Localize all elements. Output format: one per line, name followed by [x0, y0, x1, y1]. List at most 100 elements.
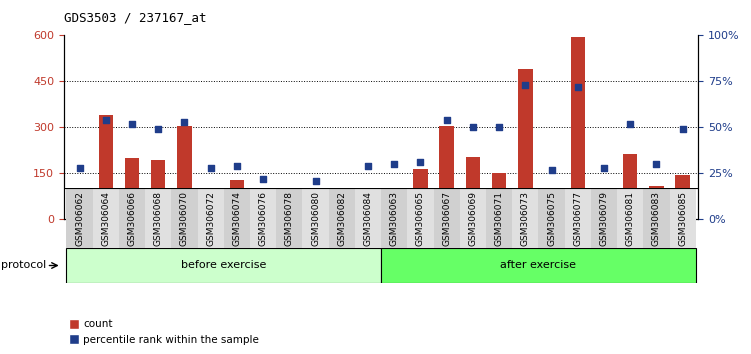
Point	[362, 163, 374, 169]
Bar	[407, 188, 433, 248]
Bar	[230, 179, 244, 219]
Point	[309, 178, 321, 184]
Text: after exercise: after exercise	[500, 261, 577, 270]
Bar	[617, 188, 644, 248]
Bar	[355, 188, 381, 248]
Bar	[309, 216, 323, 219]
Text: GSM306075: GSM306075	[547, 190, 556, 246]
Bar	[413, 169, 427, 219]
Text: GSM306070: GSM306070	[180, 190, 189, 246]
Text: GSM306071: GSM306071	[495, 190, 504, 246]
Text: GSM306068: GSM306068	[154, 190, 163, 246]
Text: GSM306084: GSM306084	[363, 190, 372, 246]
Text: GSM306065: GSM306065	[416, 190, 425, 246]
Bar	[538, 188, 565, 248]
Point	[231, 163, 243, 169]
Bar	[125, 158, 139, 219]
Point	[74, 165, 86, 171]
Point	[179, 119, 191, 125]
Bar	[66, 248, 381, 283]
Point	[126, 121, 138, 127]
Bar	[119, 188, 145, 248]
Text: GSM306077: GSM306077	[573, 190, 582, 246]
Bar	[381, 248, 696, 283]
Point	[336, 195, 348, 200]
Bar	[492, 173, 506, 219]
Point	[283, 209, 295, 215]
Bar	[591, 188, 617, 248]
Bar	[303, 188, 329, 248]
Text: GSM306082: GSM306082	[337, 190, 346, 246]
Bar	[512, 188, 538, 248]
Point	[388, 161, 400, 167]
Point	[598, 165, 610, 171]
Point	[493, 125, 505, 130]
Bar	[66, 188, 92, 248]
Text: GSM306079: GSM306079	[599, 190, 608, 246]
Point	[520, 82, 532, 88]
Text: GSM306066: GSM306066	[128, 190, 137, 246]
Bar	[198, 188, 224, 248]
Text: GSM306067: GSM306067	[442, 190, 451, 246]
Bar	[460, 188, 486, 248]
Point	[677, 126, 689, 132]
Text: GSM306073: GSM306073	[521, 190, 530, 246]
Bar	[670, 188, 696, 248]
Bar	[171, 188, 198, 248]
Bar	[518, 69, 532, 219]
Bar	[565, 188, 591, 248]
Point	[545, 167, 557, 173]
Bar	[250, 188, 276, 248]
Bar	[145, 188, 171, 248]
Text: GSM306063: GSM306063	[390, 190, 399, 246]
Bar	[151, 160, 165, 219]
Point	[415, 160, 427, 165]
Bar	[381, 188, 407, 248]
Bar	[360, 200, 376, 219]
Bar	[92, 188, 119, 248]
Text: protocol: protocol	[1, 261, 46, 270]
Bar	[433, 188, 460, 248]
Bar	[224, 188, 250, 248]
Bar	[544, 200, 559, 219]
Bar	[282, 218, 297, 219]
Point	[624, 121, 636, 127]
Text: GSM306072: GSM306072	[207, 190, 216, 246]
Bar	[571, 37, 585, 219]
Bar	[329, 188, 355, 248]
Text: GSM306081: GSM306081	[626, 190, 635, 246]
Bar	[439, 126, 454, 219]
Point	[650, 161, 662, 167]
Bar	[98, 115, 113, 219]
Point	[467, 125, 479, 130]
Text: GSM306083: GSM306083	[652, 190, 661, 246]
Point	[100, 117, 112, 123]
Bar	[177, 126, 192, 219]
Bar	[335, 218, 349, 219]
Text: GSM306062: GSM306062	[75, 190, 84, 246]
Bar	[466, 156, 480, 219]
Point	[441, 117, 453, 123]
Point	[257, 176, 269, 182]
Point	[205, 165, 217, 171]
Text: before exercise: before exercise	[181, 261, 267, 270]
Bar	[204, 198, 218, 219]
Text: GSM306074: GSM306074	[232, 190, 241, 246]
Text: GSM306069: GSM306069	[469, 190, 478, 246]
Bar	[256, 216, 270, 219]
Text: GSM306080: GSM306080	[311, 190, 320, 246]
Bar	[644, 188, 670, 248]
Bar	[486, 188, 512, 248]
Bar	[650, 186, 664, 219]
Text: GSM306064: GSM306064	[101, 190, 110, 246]
Text: GDS3503 / 237167_at: GDS3503 / 237167_at	[64, 11, 207, 24]
Bar	[675, 175, 690, 219]
Bar	[276, 188, 303, 248]
Point	[152, 126, 164, 132]
Bar	[72, 196, 87, 219]
Text: GSM306085: GSM306085	[678, 190, 687, 246]
Bar	[597, 198, 611, 219]
Point	[572, 84, 584, 90]
Bar	[387, 202, 402, 219]
Text: GSM306076: GSM306076	[258, 190, 267, 246]
